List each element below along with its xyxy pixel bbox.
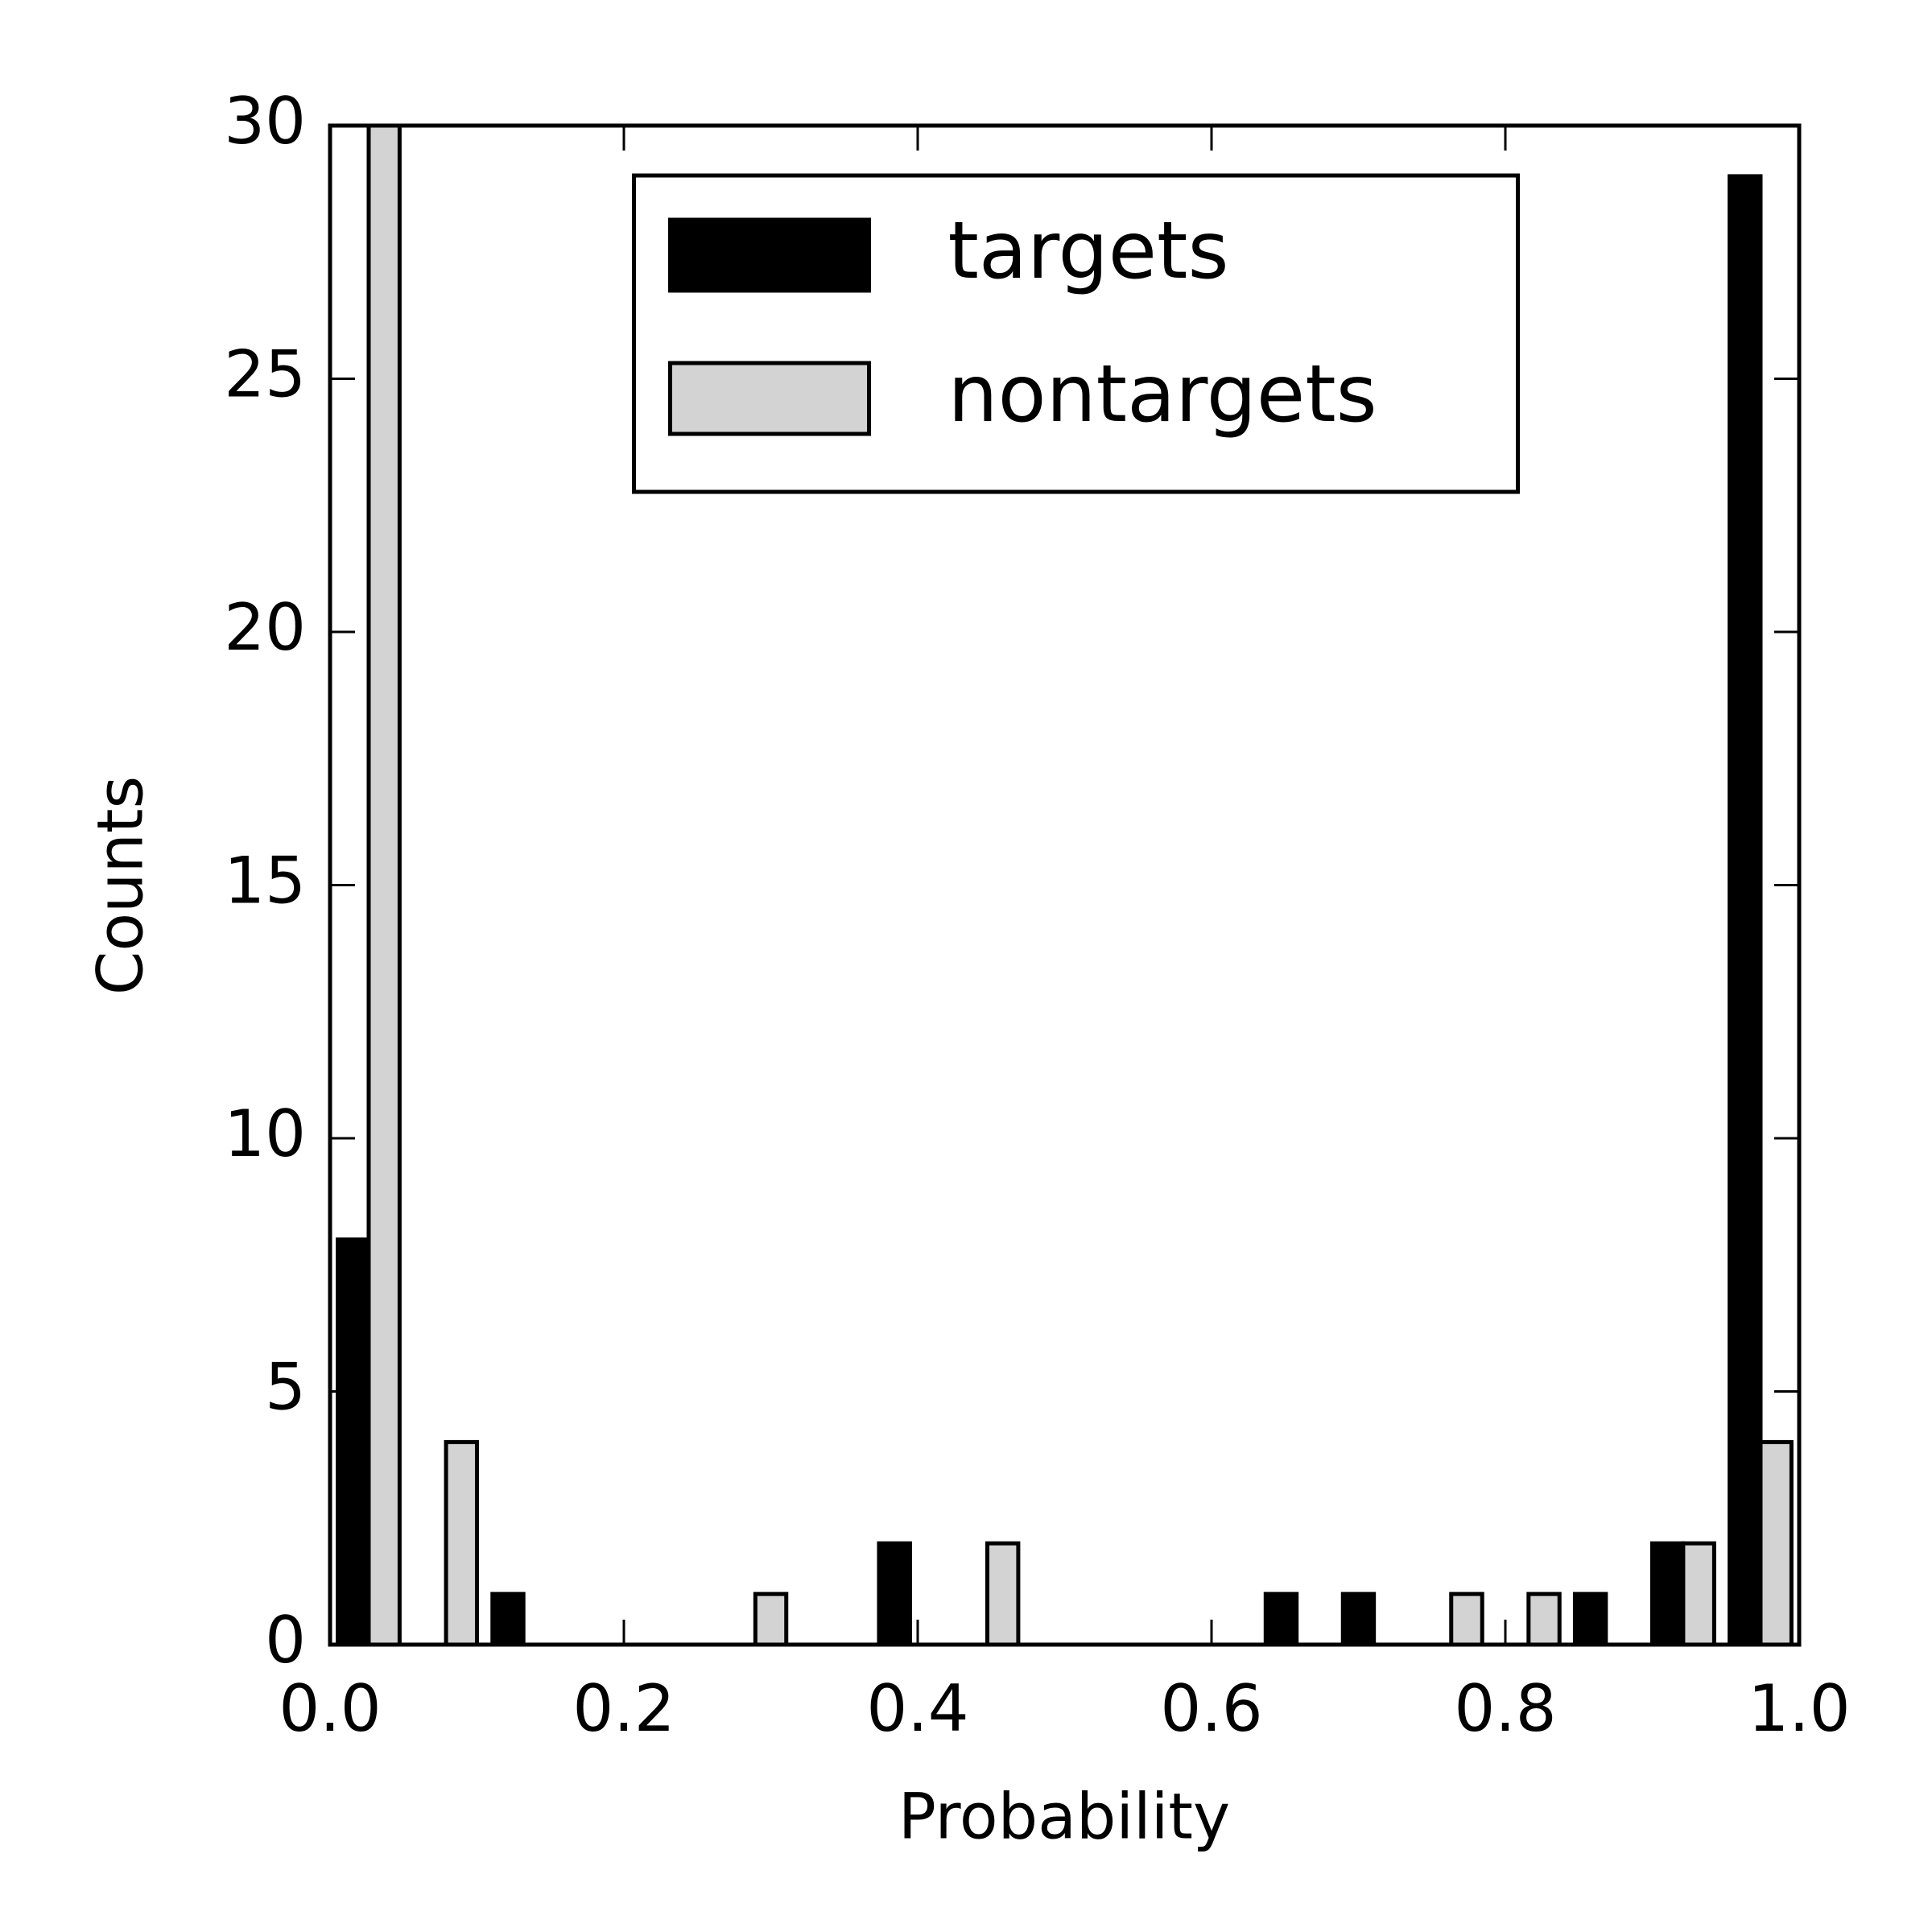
x-tick-label: 0.4	[866, 1671, 968, 1746]
histogram-bar	[1263, 1591, 1299, 1647]
histogram-bar	[336, 1237, 371, 1647]
y-tick-label: 0	[265, 1603, 306, 1678]
y-tick-label: 10	[224, 1096, 306, 1171]
x-tick-label: 1.0	[1748, 1671, 1850, 1746]
histogram-bar	[1681, 1541, 1716, 1647]
x-tick-label: 0.8	[1454, 1671, 1556, 1746]
x-axis-label: Probability	[898, 1781, 1230, 1853]
y-axis-label: Counts	[85, 776, 157, 995]
y-tick-label: 30	[224, 84, 306, 159]
y-tick-label: 20	[224, 590, 306, 665]
legend-label: targets	[948, 205, 1229, 297]
y-tick-label: 25	[224, 336, 306, 411]
histogram-bar	[985, 1541, 1021, 1647]
y-tick-label: 5	[265, 1349, 306, 1424]
histogram-bar	[753, 1591, 789, 1647]
legend-label: nontargets	[948, 349, 1377, 440]
y-tick-label: 15	[224, 843, 306, 918]
histogram-bar	[1728, 174, 1763, 1647]
histogram-bar	[366, 123, 402, 1647]
histogram-bar	[877, 1541, 912, 1647]
x-tick-label: 0.0	[279, 1671, 381, 1746]
histogram-bar	[1572, 1591, 1608, 1647]
x-tick-label: 0.2	[572, 1671, 675, 1746]
histogram-bar	[1758, 1439, 1794, 1647]
histogram-bar	[1649, 1541, 1686, 1647]
histogram-bar	[1449, 1591, 1484, 1647]
histogram-bar	[1340, 1591, 1377, 1647]
histogram-bar	[490, 1591, 526, 1647]
histogram-bar	[444, 1439, 480, 1647]
x-tick-label: 0.6	[1160, 1671, 1262, 1746]
legend-swatch	[668, 217, 871, 293]
legend-swatch	[668, 361, 871, 436]
histogram-bar	[1526, 1591, 1562, 1647]
